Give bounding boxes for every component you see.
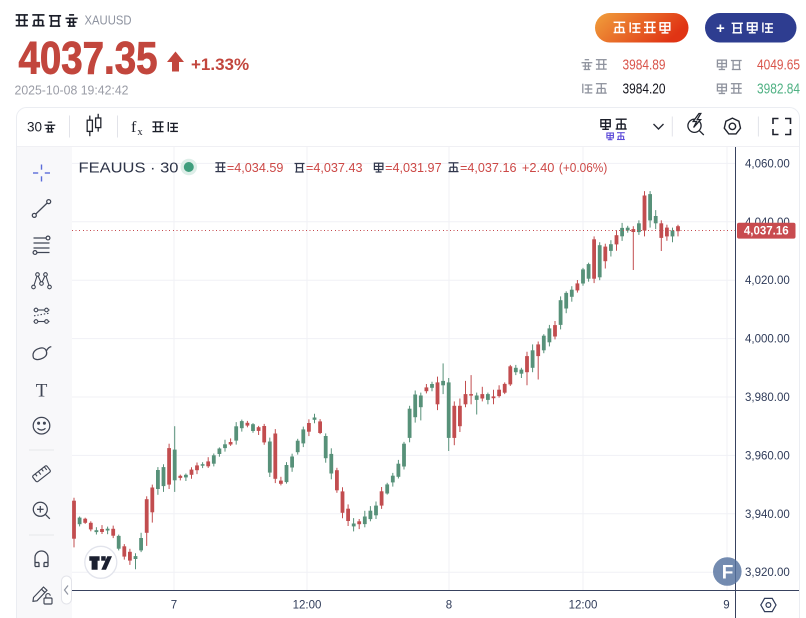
svg-text:(+0.06%): (+0.06%) [559,160,607,175]
svg-text:4,060.00: 4,060.00 [745,158,790,170]
svg-text:3984.89: 3984.89 [623,58,666,74]
svg-text:+1.33%: +1.33% [191,55,249,74]
svg-text:T: T [36,381,48,402]
svg-text:+2.40: +2.40 [522,160,555,175]
svg-text:4,000.00: 4,000.00 [745,334,790,346]
svg-text:12:00: 12:00 [569,600,598,612]
svg-text:7: 7 [171,600,177,612]
svg-text:12:00: 12:00 [293,600,322,612]
svg-text:4037.35: 4037.35 [19,33,158,84]
svg-text:3,920.00: 3,920.00 [745,567,790,579]
svg-text:+: + [716,20,725,37]
svg-text:XAUUSD: XAUUSD [85,14,132,28]
svg-text:3,940.00: 3,940.00 [745,509,790,521]
svg-text:f: f [131,119,137,136]
svg-text:=4,037.16: =4,037.16 [460,160,517,175]
svg-text:4,037.16: 4,037.16 [744,226,789,238]
svg-text:F: F [722,563,734,584]
svg-text:4049.65: 4049.65 [757,58,800,74]
svg-text:9: 9 [723,600,729,612]
svg-text:x: x [138,127,143,138]
svg-text:3,980.00: 3,980.00 [745,392,790,404]
svg-text:=4,031.97: =4,031.97 [385,160,442,175]
svg-text:3984.20: 3984.20 [623,82,666,98]
svg-text:30: 30 [27,120,42,135]
svg-text:FEAUUS · 30: FEAUUS · 30 [79,161,179,177]
svg-text:8: 8 [446,600,452,612]
svg-text:3,960.00: 3,960.00 [745,450,790,462]
svg-text:2025-10-08 19:42:42: 2025-10-08 19:42:42 [15,83,129,98]
svg-text:4,020.00: 4,020.00 [745,275,790,287]
svg-text:=4,037.43: =4,037.43 [306,160,363,175]
svg-text:3982.84: 3982.84 [757,82,800,98]
svg-text:=4,034.59: =4,034.59 [227,160,284,175]
